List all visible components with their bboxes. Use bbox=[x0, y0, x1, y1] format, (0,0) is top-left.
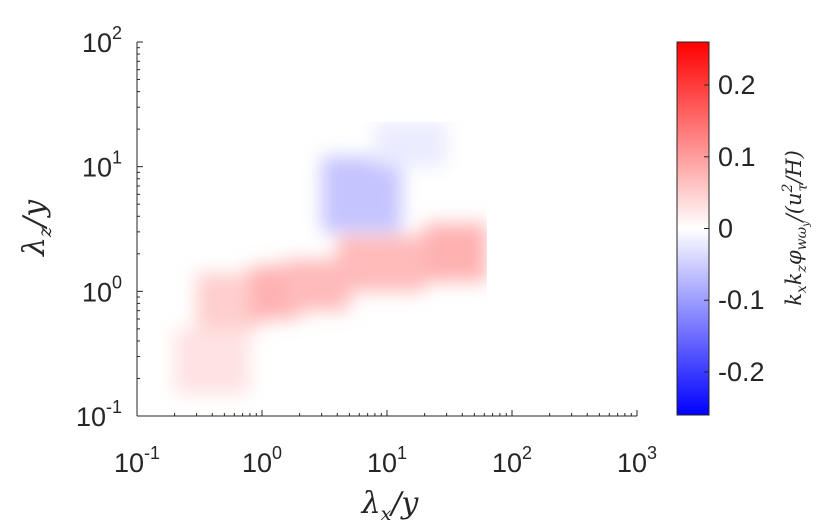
colorbar-tick-label: -0.1 bbox=[718, 285, 765, 315]
colorbar-gradient bbox=[676, 41, 710, 416]
svg-text:λx/y: λx/y bbox=[361, 486, 420, 523]
x-tick-label: 102 bbox=[492, 443, 532, 478]
colorbar-tick-label: 0 bbox=[718, 214, 733, 244]
x-tick-label: 101 bbox=[367, 443, 407, 478]
heatmap-region-5 bbox=[321, 156, 402, 232]
x-tick-label: 103 bbox=[617, 443, 657, 478]
svg-text:λz/y: λz/y bbox=[17, 199, 56, 257]
x-tick-label: 10-1 bbox=[114, 443, 160, 478]
svg-text:kxkzφwωy/(u2τ/H): kxkzφwωy/(u2τ/H) bbox=[780, 150, 812, 306]
y-tick-label: 100 bbox=[82, 272, 122, 307]
heatmap-region-3 bbox=[337, 235, 425, 292]
y-tick-label: 101 bbox=[82, 148, 122, 183]
y-tick-label: 102 bbox=[82, 23, 122, 58]
x-tick-label: 100 bbox=[242, 443, 282, 478]
heatmap-field bbox=[174, 121, 487, 395]
heatmap-region-7 bbox=[174, 328, 250, 395]
y-axis-label: λz/y bbox=[17, 199, 56, 257]
axes: 10-1 100 101 102 103 10-1 100 101 102 bbox=[76, 23, 657, 478]
heatmap-region-4 bbox=[424, 223, 487, 282]
colorbar-label: kxkzφwωy/(u2τ/H) bbox=[780, 150, 812, 306]
plot-area: 10-1 100 101 102 103 10-1 100 101 102 bbox=[76, 23, 657, 478]
y-tick-label: 10-1 bbox=[76, 397, 122, 432]
heatmap-region-6 bbox=[374, 121, 447, 167]
colorbar-tick-label: -0.2 bbox=[718, 357, 765, 387]
colorbar: 0.2 0.1 0 -0.1 -0.2 bbox=[676, 41, 765, 416]
colorbar-tick-label: 0.2 bbox=[718, 70, 756, 100]
colorbar-ticks: 0.2 0.1 0 -0.1 -0.2 bbox=[704, 70, 765, 387]
x-axis-label: λx/y bbox=[361, 486, 420, 523]
colorbar-tick-label: 0.1 bbox=[718, 142, 756, 172]
